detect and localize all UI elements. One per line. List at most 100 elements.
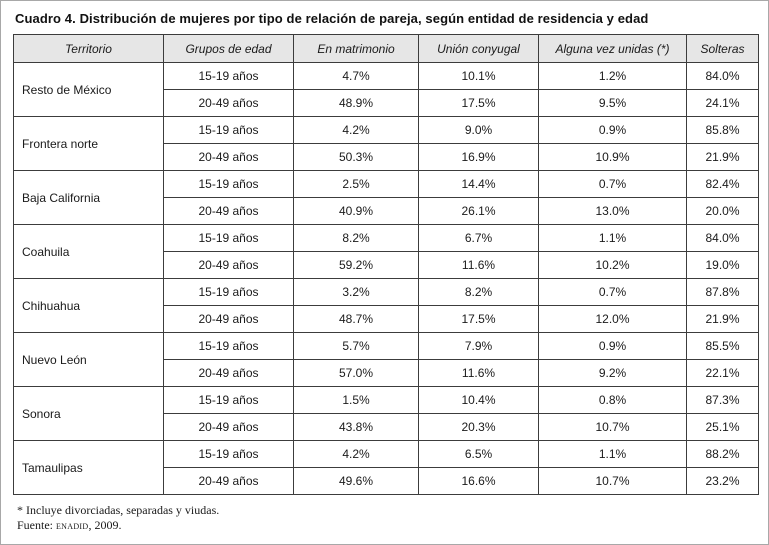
value-cell: 4.7% [293,62,419,90]
value-cell: 5.7% [293,332,419,360]
value-cell: 88.2% [686,440,759,468]
value-cell: 17.5% [418,89,539,117]
footnote-source-name: enadid [56,518,89,532]
value-cell: 49.6% [293,467,419,495]
table-row: Chihuahua 15-19 años 3.2% 8.2% 0.7% 87.8% [13,278,759,333]
table-row: 20-49 años 49.6% 16.6% 10.7% 23.2% [14,467,759,495]
value-cell: 10.2% [538,251,687,279]
value-cell: 10.7% [538,467,687,495]
table-row: 20-49 años 48.9% 17.5% 9.5% 24.1% [14,89,759,117]
page-title: Cuadro 4. Distribución de mujeres por ti… [15,11,649,26]
value-cell: 8.2% [293,224,419,252]
value-cell: 10.1% [418,62,539,90]
value-cell: 0.7% [538,170,687,198]
value-cell: 57.0% [293,359,419,387]
value-cell: 48.7% [293,305,419,333]
age-group-cell: 15-19 años [163,440,294,468]
column-header-territorio: Territorio [13,34,164,63]
age-group-cell: 20-49 años [163,143,294,171]
age-group-cell: 15-19 años [163,62,294,90]
data-table: Territorio Grupos de edad En matrimonio … [13,34,759,495]
table-row: Resto de México 15-19 años 4.7% 10.1% 1.2% 84… [13,62,759,117]
value-cell: 17.5% [418,305,539,333]
value-cell: 16.9% [418,143,539,171]
value-cell: 13.0% [538,197,687,225]
territory-cell: Resto de México [13,62,164,117]
value-cell: 16.6% [418,467,539,495]
footnote-source-suffix: , 2009. [88,518,122,532]
territory-cell: Nuevo León [13,332,164,387]
value-cell: 2.5% [293,170,419,198]
table-row: Coahuila 15-19 años 8.2% 6.7% 1.1% 84.0% [13,224,759,279]
value-cell: 87.8% [686,278,759,306]
column-header-union-conyugal: Unión conyugal [418,34,539,63]
value-cell: 87.3% [686,386,759,414]
column-header-grupos-de-edad: Grupos de edad [163,34,294,63]
table-row: 20-49 años 48.7% 17.5% 12.0% 21.9% [14,305,759,333]
value-cell: 26.1% [418,197,539,225]
value-cell: 21.9% [686,305,759,333]
value-cell: 48.9% [293,89,419,117]
table-row: 20-49 años 50.3% 16.9% 10.9% 21.9% [14,143,759,171]
value-cell: 84.0% [686,62,759,90]
value-cell: 11.6% [418,359,539,387]
table-body: Resto de México 15-19 años 4.7% 10.1% 1.2% 84… [13,62,759,495]
value-cell: 4.2% [293,440,419,468]
table-row: 20-49 años 40.9% 26.1% 13.0% 20.0% [14,197,759,225]
value-cell: 10.4% [418,386,539,414]
value-cell: 4.2% [293,116,419,144]
age-group-cell: 15-19 años [163,116,294,144]
value-cell: 0.9% [538,332,687,360]
value-cell: 85.5% [686,332,759,360]
value-cell: 12.0% [538,305,687,333]
column-header-solteras: Solteras [686,34,759,63]
table-row: Sonora 15-19 años 1.5% 10.4% 0.8% 87.3% [13,386,759,441]
value-cell: 1.1% [538,224,687,252]
table-header-row: Territorio Grupos de edad En matrimonio … [13,34,759,63]
value-cell: 84.0% [686,224,759,252]
value-cell: 9.5% [538,89,687,117]
table-row: Frontera norte 15-19 años 4.2% 9.0% 0.9% 85.8… [13,116,759,171]
footnotes: * Incluye divorciadas, separadas y viuda… [17,503,756,533]
value-cell: 10.9% [538,143,687,171]
value-cell: 0.8% [538,386,687,414]
age-group-cell: 15-19 años [163,332,294,360]
table-row: 20-49 años 57.0% 11.6% 9.2% 22.1% [14,359,759,387]
value-cell: 22.1% [686,359,759,387]
territory-cell: Frontera norte [13,116,164,171]
value-cell: 11.6% [418,251,539,279]
age-group-cell: 15-19 años [163,224,294,252]
value-cell: 0.7% [538,278,687,306]
territory-cell: Tamaulipas [13,440,164,495]
age-group-cell: 20-49 años [163,251,294,279]
table-row: Baja California 15-19 años 2.5% 14.4% 0.7% 82… [13,170,759,225]
table-row: Tamaulipas 15-19 años 4.2% 6.5% 1.1% 88.2% [13,440,759,495]
territory-cell: Coahuila [13,224,164,279]
value-cell: 21.9% [686,143,759,171]
value-cell: 82.4% [686,170,759,198]
footnote-source: Fuente: enadid, 2009. [17,518,756,533]
footnote-source-prefix: Fuente: [17,518,56,532]
age-group-cell: 20-49 años [163,413,294,441]
table-row: 20-49 años 59.2% 11.6% 10.2% 19.0% [14,251,759,279]
value-cell: 50.3% [293,143,419,171]
age-group-cell: 15-19 años [163,170,294,198]
value-cell: 3.2% [293,278,419,306]
value-cell: 1.5% [293,386,419,414]
column-header-en-matrimonio: En matrimonio [293,34,419,63]
column-header-alguna-vez-unidas: Alguna vez unidas (*) [538,34,687,63]
value-cell: 8.2% [418,278,539,306]
value-cell: 43.8% [293,413,419,441]
territory-cell: Chihuahua [13,278,164,333]
value-cell: 6.5% [418,440,539,468]
territory-cell: Baja California [13,170,164,225]
value-cell: 10.7% [538,413,687,441]
value-cell: 59.2% [293,251,419,279]
value-cell: 0.9% [538,116,687,144]
age-group-cell: 20-49 años [163,305,294,333]
table-row: Nuevo León 15-19 años 5.7% 7.9% 0.9% 85.5% [13,332,759,387]
value-cell: 85.8% [686,116,759,144]
value-cell: 1.2% [538,62,687,90]
value-cell: 6.7% [418,224,539,252]
